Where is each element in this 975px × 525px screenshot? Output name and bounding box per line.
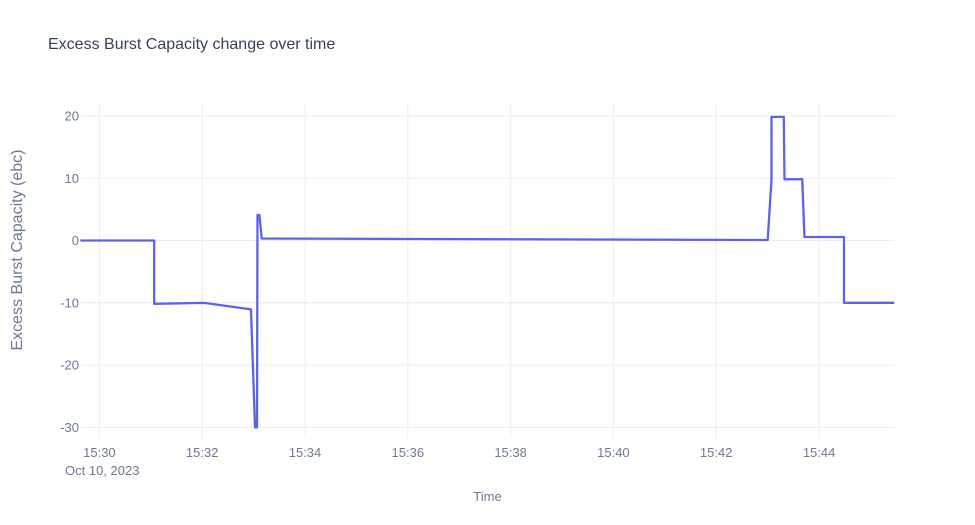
svg-text:15:36: 15:36: [392, 445, 425, 460]
svg-text:-20: -20: [60, 358, 79, 373]
svg-text:10: 10: [65, 171, 79, 186]
svg-text:-10: -10: [60, 295, 79, 310]
svg-text:15:40: 15:40: [597, 445, 630, 460]
svg-text:15:30: 15:30: [83, 445, 116, 460]
svg-text:0: 0: [72, 233, 79, 248]
svg-text:15:38: 15:38: [494, 445, 527, 460]
svg-text:15:32: 15:32: [186, 445, 219, 460]
svg-text:15:34: 15:34: [289, 445, 322, 460]
svg-text:15:42: 15:42: [700, 445, 733, 460]
svg-text:15:44: 15:44: [803, 445, 836, 460]
svg-text:-30: -30: [60, 420, 79, 435]
svg-text:20: 20: [65, 109, 79, 124]
svg-text:Oct 10, 2023: Oct 10, 2023: [65, 463, 139, 478]
